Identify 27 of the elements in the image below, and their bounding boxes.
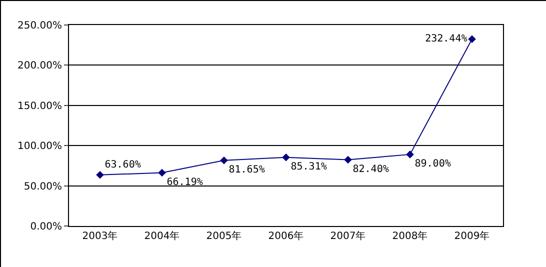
y-tick-label: 150.00% — [18, 100, 62, 112]
x-tick-label: 2006年 — [268, 230, 304, 242]
data-label: 85.31% — [290, 162, 327, 173]
data-label: 82.40% — [352, 164, 389, 175]
x-tick-label: 2007年 — [330, 230, 366, 242]
x-tick-label: 2004年 — [144, 230, 180, 242]
x-tick-label: 2009年 — [454, 230, 490, 242]
data-label: 66.19% — [166, 177, 203, 188]
data-label: 81.65% — [228, 164, 265, 176]
data-label: 232.44% — [425, 34, 468, 45]
point — [344, 156, 352, 164]
data-label: 89.00% — [414, 158, 451, 170]
point — [282, 154, 290, 162]
point — [220, 156, 228, 164]
x-tick-label: 2008年 — [392, 230, 428, 242]
y-tick-label: 250.00% — [18, 20, 62, 32]
y-tick-label: 0.00% — [30, 222, 62, 232]
point — [468, 35, 476, 44]
y-tick-label: 50.00% — [24, 181, 62, 192]
point — [158, 168, 166, 177]
point — [406, 150, 414, 158]
y-tick-label: 200.00% — [18, 60, 62, 72]
x-tick-label: 2005年 — [206, 230, 242, 242]
x-tick-label: 2003年 — [82, 230, 118, 242]
data-label: 63.60% — [104, 160, 141, 171]
y-tick-label: 100.00% — [18, 141, 62, 152]
point — [96, 170, 104, 179]
